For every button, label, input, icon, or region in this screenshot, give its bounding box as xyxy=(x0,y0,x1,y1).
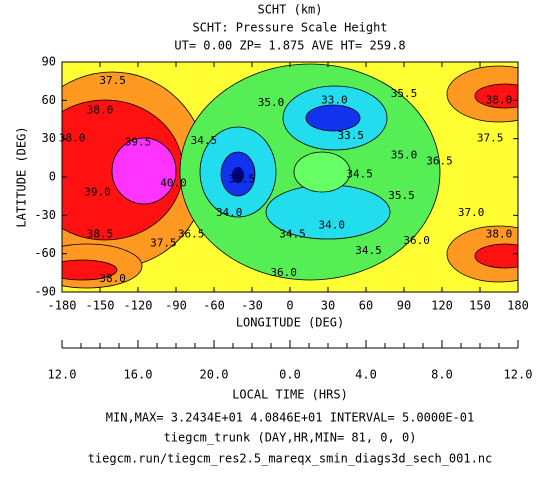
contour-label: 40.0 xyxy=(160,176,187,189)
stats: MIN,MAX= 3.2434E+01 4.0846E+01 INTERVAL=… xyxy=(106,411,474,425)
contour-label: 37.5 xyxy=(150,236,177,249)
contour-label: 35.0 xyxy=(258,96,285,109)
contour-label: 35.0 xyxy=(391,148,418,161)
contour-label: 36.5 xyxy=(426,155,453,168)
lt-tick-label: 20.0 xyxy=(200,368,229,382)
x-tick-label: 150 xyxy=(469,299,491,313)
contour-label: 34.0 xyxy=(216,206,243,219)
lt-tick-label: 12.0 xyxy=(504,368,533,382)
subtitle: UT= 0.00 ZP= 1.875 AVE HT= 259.8 xyxy=(174,39,405,53)
x-tick-label: 30 xyxy=(321,299,335,313)
contour-label: 39.5 xyxy=(125,136,152,149)
y-tick-label: 30 xyxy=(42,131,56,145)
title: SCHT (km) xyxy=(257,3,322,17)
lt-tick-label: 8.0 xyxy=(431,368,453,382)
contour-label: 34.5 xyxy=(346,167,373,180)
contour-label: 33.0 xyxy=(321,93,348,106)
x-tick-label: 0 xyxy=(286,299,293,313)
y-tick-label: -90 xyxy=(34,285,56,299)
lt-tick-label: 4.0 xyxy=(355,368,377,382)
contour-label: 35.5 xyxy=(388,189,415,202)
contour-label: 37.5 xyxy=(477,132,504,145)
x-tick-label: 180 xyxy=(507,299,529,313)
contour-label: 36.0 xyxy=(270,266,297,279)
x-tick-label: 60 xyxy=(359,299,373,313)
x-axis-label: LONGITUDE (DEG) xyxy=(236,316,344,330)
contour-label: 38.0 xyxy=(99,272,126,285)
y-tick-label: 90 xyxy=(42,55,56,69)
contour-label: 36.5 xyxy=(178,228,205,241)
x-tick-label: 90 xyxy=(397,299,411,313)
contour-label: 36.0 xyxy=(403,234,430,247)
contour-label: 38.5 xyxy=(87,228,114,241)
y-tick-label: -60 xyxy=(34,246,56,260)
contour-label: 33.5 xyxy=(229,173,256,186)
y-tick-label: 0 xyxy=(49,170,56,184)
x-tick-label: -90 xyxy=(165,299,187,313)
lt-tick-label: 0.0 xyxy=(279,368,301,382)
lt-tick-label: 16.0 xyxy=(124,368,153,382)
x-tick-label: -60 xyxy=(203,299,225,313)
file-info: tiegcm.run/tiegcm_res2.5_mareqx_smin_dia… xyxy=(88,452,493,466)
x-tick-label: 120 xyxy=(431,299,453,313)
contour-label: 34.5 xyxy=(279,228,306,241)
x-tick-label: -180 xyxy=(48,299,77,313)
x-tick-label: -120 xyxy=(124,299,153,313)
contour-label: 34.0 xyxy=(319,219,346,232)
contour-label: 38.0 xyxy=(486,93,513,106)
y-tick-label: -30 xyxy=(34,208,56,222)
x-tick-label: -30 xyxy=(241,299,263,313)
model-info: tiegcm_trunk (DAY,HR,MIN= 81, 0, 0) xyxy=(164,431,417,445)
contour-label: 33.5 xyxy=(338,129,365,142)
x-tick-label: -150 xyxy=(86,299,115,313)
lt-tick-label: 12.0 xyxy=(48,368,77,382)
contour-label: 34.5 xyxy=(355,244,382,257)
contour-label: 37.5 xyxy=(99,74,126,87)
lt-axis-label: LOCAL TIME (HRS) xyxy=(232,388,348,402)
y-tick-label: 60 xyxy=(42,93,56,107)
contour-label: 38.0 xyxy=(486,228,513,241)
contour-label: 37.0 xyxy=(458,206,485,219)
contour-label: 38.0 xyxy=(59,132,86,145)
y-axis-label: LATITUDE (DEG) xyxy=(15,126,29,227)
contour-label: 38.0 xyxy=(87,104,114,117)
contour-label: 39.0 xyxy=(84,185,111,198)
contour-field xyxy=(62,62,518,292)
contour-label: 34.5 xyxy=(191,134,218,147)
subtitle: SCHT: Pressure Scale Height xyxy=(192,21,387,35)
contour-label: 35.5 xyxy=(391,87,418,100)
